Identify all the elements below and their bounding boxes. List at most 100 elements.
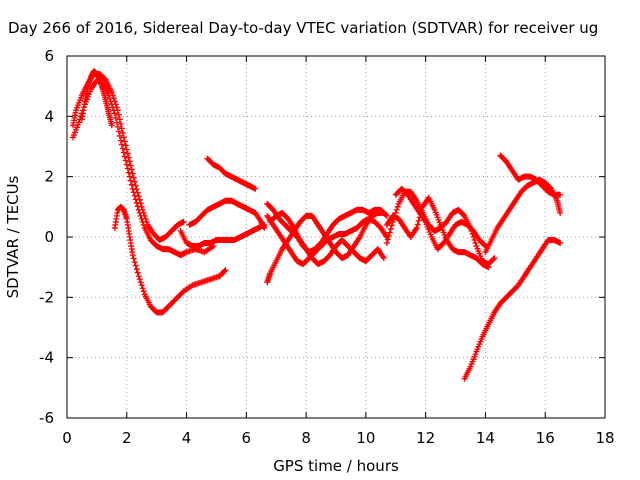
series-trace-n: [482, 176, 564, 256]
x-tick-label: 0: [62, 429, 72, 447]
data-point: [119, 129, 126, 136]
data-point: [123, 146, 130, 153]
data-point: [118, 125, 125, 132]
data-point: [481, 242, 488, 249]
data-point: [557, 191, 564, 198]
data-point: [119, 145, 126, 152]
series-trace-o: [497, 152, 564, 198]
data-point: [108, 122, 115, 129]
data-point: [120, 149, 127, 156]
data-point: [137, 212, 144, 219]
y-tick-labels: -6 -4 -2 0 2 4 6: [39, 47, 54, 427]
series-trace-p: [461, 237, 564, 382]
y-tick-label: 2: [44, 168, 54, 186]
data-point: [121, 138, 128, 145]
data-point: [129, 185, 136, 192]
data-point: [132, 196, 139, 203]
data-point: [472, 240, 479, 247]
data-point: [415, 217, 422, 224]
data-point: [112, 114, 119, 121]
data-point: [386, 229, 393, 236]
series-trace-q: [78, 68, 115, 129]
data-point: [139, 285, 146, 292]
data-point: [123, 161, 130, 168]
series-trace-b: [69, 77, 217, 259]
data-point: [393, 206, 400, 213]
data-point: [261, 221, 268, 228]
data-point: [133, 199, 140, 206]
x-tick-label: 12: [416, 429, 435, 447]
data-point: [128, 166, 135, 173]
data-point: [252, 185, 259, 192]
data-point: [136, 209, 143, 216]
data-point: [131, 192, 138, 199]
data-point: [140, 288, 147, 295]
data-point: [135, 206, 142, 213]
data-point: [125, 169, 132, 176]
data-point: [116, 116, 123, 123]
y-axis-label: SDTVAR / TECUs: [4, 175, 22, 298]
data-point: [138, 282, 145, 289]
data-point: [557, 240, 564, 247]
y-tick-label: -4: [39, 349, 54, 367]
data-point: [126, 173, 133, 180]
series-trace-e: [186, 197, 268, 231]
data-point: [490, 256, 497, 263]
series-trace-f: [177, 221, 268, 250]
data-point: [127, 177, 134, 184]
data-point: [130, 255, 137, 262]
data-point: [491, 255, 498, 262]
data-point: [122, 157, 129, 164]
data-point: [130, 189, 137, 196]
data-point: [106, 95, 113, 102]
data-point: [75, 119, 82, 126]
x-tick-label: 16: [536, 429, 555, 447]
data-point: [114, 123, 121, 130]
data-point: [557, 209, 564, 216]
data-point: [414, 221, 421, 228]
series-trace-j: [267, 209, 387, 268]
data-point: [139, 218, 146, 225]
data-point: [122, 142, 129, 149]
data-point: [109, 104, 116, 111]
data-point: [460, 211, 467, 218]
data-point: [221, 268, 228, 275]
data-point: [101, 76, 108, 83]
data-point: [126, 158, 133, 165]
data-point: [117, 120, 124, 127]
data-point: [124, 165, 131, 172]
x-tick-label: 2: [122, 429, 132, 447]
data-point: [133, 266, 140, 273]
data-point: [140, 221, 147, 228]
series-trace-c: [111, 203, 229, 316]
data-point: [115, 128, 122, 135]
data-point: [108, 89, 115, 96]
x-tick-label: 14: [476, 429, 495, 447]
data-point: [132, 262, 139, 269]
data-point: [547, 184, 554, 191]
data-point: [135, 273, 142, 280]
data-point: [385, 232, 392, 239]
x-tick-label: 8: [301, 429, 311, 447]
data-point: [115, 111, 122, 118]
data-points: [69, 68, 564, 382]
data-point: [131, 259, 138, 266]
data-point: [129, 252, 136, 259]
data-point: [413, 224, 420, 231]
x-tick-label: 4: [182, 429, 192, 447]
data-point: [131, 178, 138, 185]
data-point: [113, 119, 120, 126]
data-point: [180, 218, 187, 225]
data-point: [134, 203, 141, 210]
data-point: [380, 209, 387, 216]
data-point: [134, 269, 141, 276]
y-tick-label: -6: [39, 409, 54, 427]
y-tick-label: 4: [44, 107, 54, 125]
data-point: [387, 225, 394, 232]
data-point: [116, 132, 123, 139]
data-point: [127, 162, 134, 169]
data-point: [124, 150, 131, 157]
x-tick-labels: 0 2 4 6 8 10 12 14 16 18: [62, 429, 614, 447]
data-point: [394, 203, 401, 210]
